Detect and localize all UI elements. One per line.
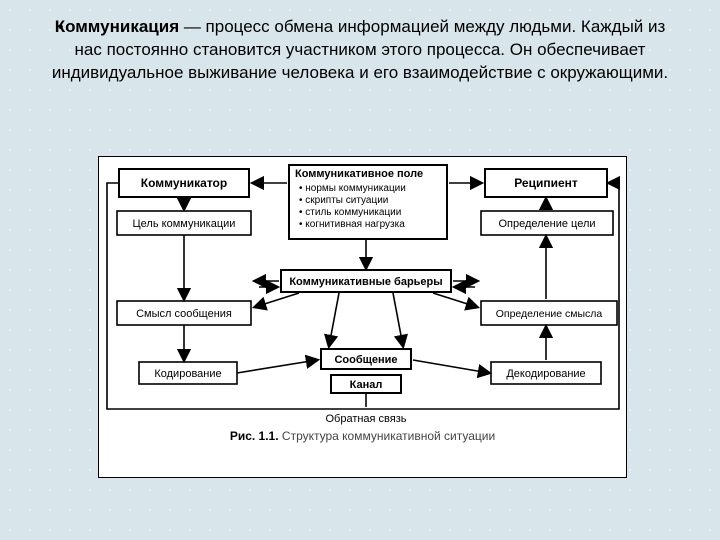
node-detgoal: Определение цели <box>498 218 595 230</box>
bullet-mark: • <box>58 19 64 37</box>
node-goal: Цель коммуникации <box>133 218 236 230</box>
node-barriers: Коммуникативные барьеры <box>289 276 442 288</box>
field-item-0: • нормы коммуникации <box>299 183 406 194</box>
figure-caption: Рис. 1.1. Структура коммуникативной ситу… <box>99 429 626 443</box>
node-communicator: Коммуникатор <box>141 176 227 190</box>
node-channel: Канал <box>350 379 383 391</box>
field-item-2: • стиль коммуникации <box>299 207 401 218</box>
header-text: Коммуникация — процесс обмена информацие… <box>0 0 720 85</box>
node-recipient: Реципиент <box>514 176 578 190</box>
node-encoding: Кодирование <box>154 368 221 380</box>
node-decoding: Декодирование <box>506 368 585 380</box>
node-detmeaning: Определение смысла <box>496 308 603 320</box>
term: Коммуникация <box>55 17 179 36</box>
node-feedback: Обратная связь <box>325 413 406 425</box>
node-meaning: Смысл сообщения <box>136 308 232 320</box>
node-message: Сообщение <box>334 354 397 366</box>
caption-text: Структура коммуникативной ситуации <box>282 429 495 443</box>
field-item-3: • когнитивная нагрузка <box>299 219 405 230</box>
node-field: Коммуникативное поле <box>295 168 423 180</box>
diagram: Коммуникатор Цель коммуникации Смысл соо… <box>98 156 627 478</box>
caption-label: Рис. 1.1. <box>230 429 279 443</box>
field-item-1: • скрипты ситуации <box>299 195 388 206</box>
